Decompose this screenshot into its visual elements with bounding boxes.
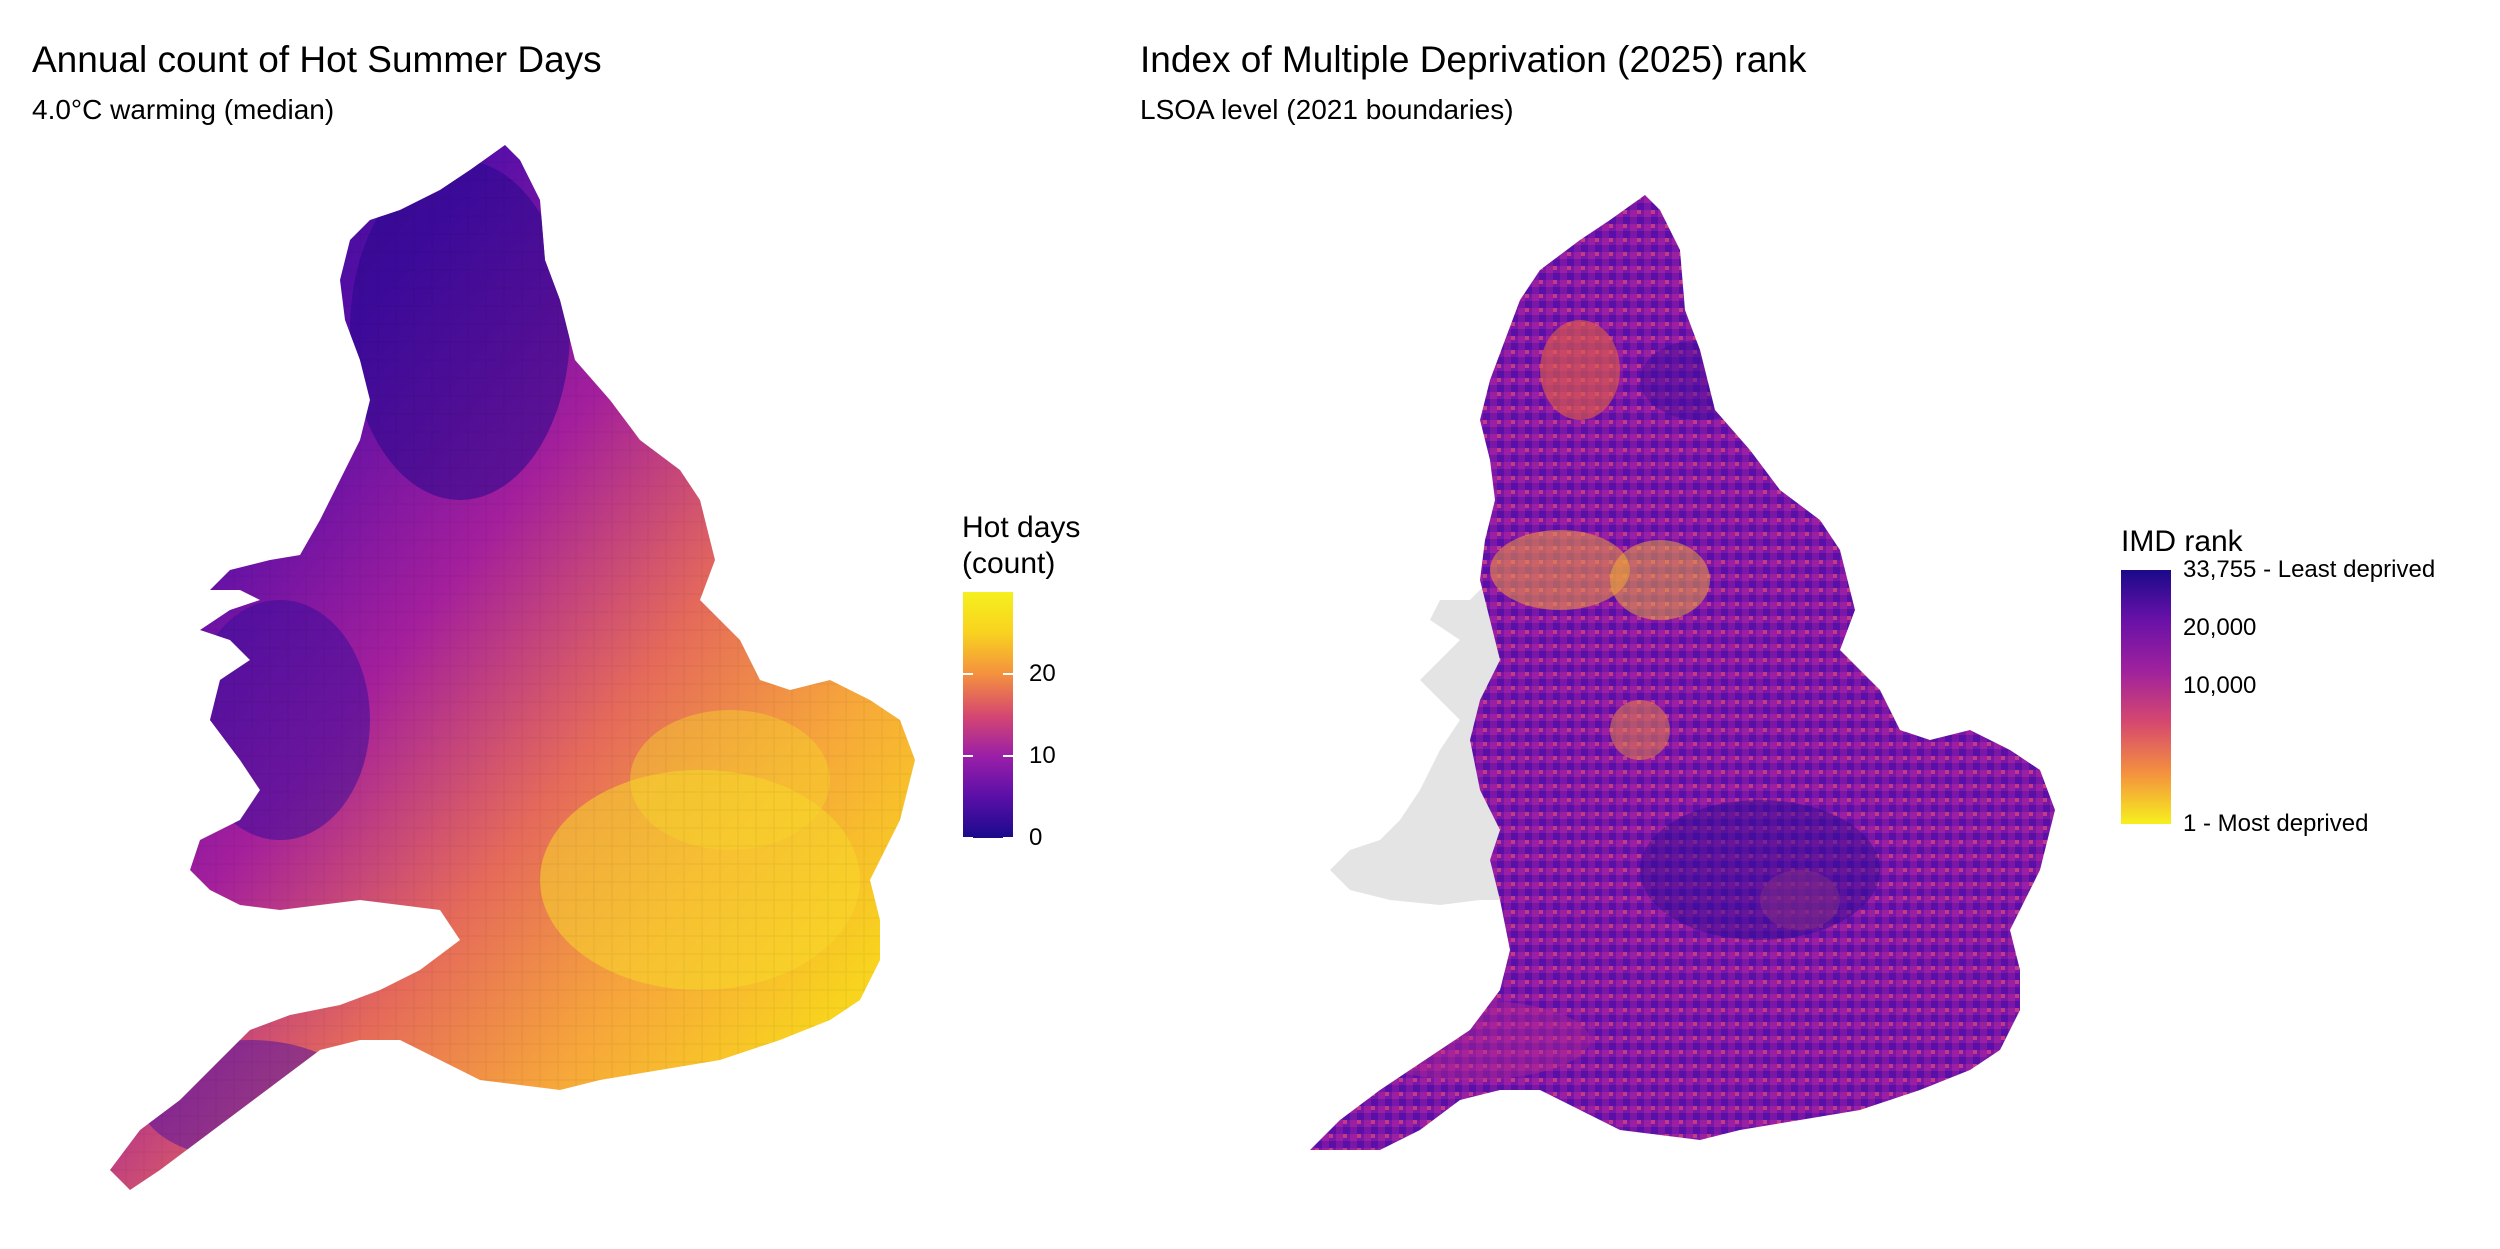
hot-days-colorbar-tick xyxy=(963,673,973,675)
imd-legend-label: 10,000 xyxy=(2183,671,2257,699)
hot-days-colorbar-tick xyxy=(963,837,973,839)
hot-days-colorbar xyxy=(963,592,1013,838)
imd-legend-title: IMD rank xyxy=(2121,525,2243,558)
imd-colorbar xyxy=(2121,570,2171,824)
hot-days-legend-label: 10 xyxy=(1029,742,1056,769)
imd-legend-label: 33,755 - Least deprived xyxy=(2183,556,2436,583)
hot-days-colorbar-tick xyxy=(1003,837,1013,839)
hot-days-legend-label: 0 xyxy=(1029,824,1043,851)
hot-days-colorbar-tick xyxy=(963,755,973,757)
imd-map-subtitle: LSOA level (2021 boundaries) xyxy=(1140,94,1514,125)
imd-map xyxy=(1310,195,2055,1150)
hot-days-map-panel: Annual count of Hot Summer Days 4.0°C wa… xyxy=(0,0,1140,1249)
hot-days-colorbar-tick xyxy=(1003,755,1013,757)
hot-days-legend-label: 20 xyxy=(1029,660,1056,687)
imd-legend-label: 20,000 xyxy=(2183,614,2257,642)
hot-days-colorbar-tick xyxy=(1003,673,1013,675)
hot-days-map-title: Annual count of Hot Summer Days xyxy=(32,39,602,80)
wales-excluded-region xyxy=(1330,580,1500,905)
hot-days-legend-title: Hot days (count) xyxy=(962,511,1081,580)
hot-days-map-subtitle: 4.0°C warming (median) xyxy=(32,94,335,125)
imd-map-panel: Index of Multiple Deprivation (2025) ran… xyxy=(1140,0,2500,1249)
imd-map-title: Index of Multiple Deprivation (2025) ran… xyxy=(1140,39,1807,80)
hot-days-map xyxy=(110,145,915,1190)
imd-legend-label: 1 - Most deprived xyxy=(2183,810,2369,837)
